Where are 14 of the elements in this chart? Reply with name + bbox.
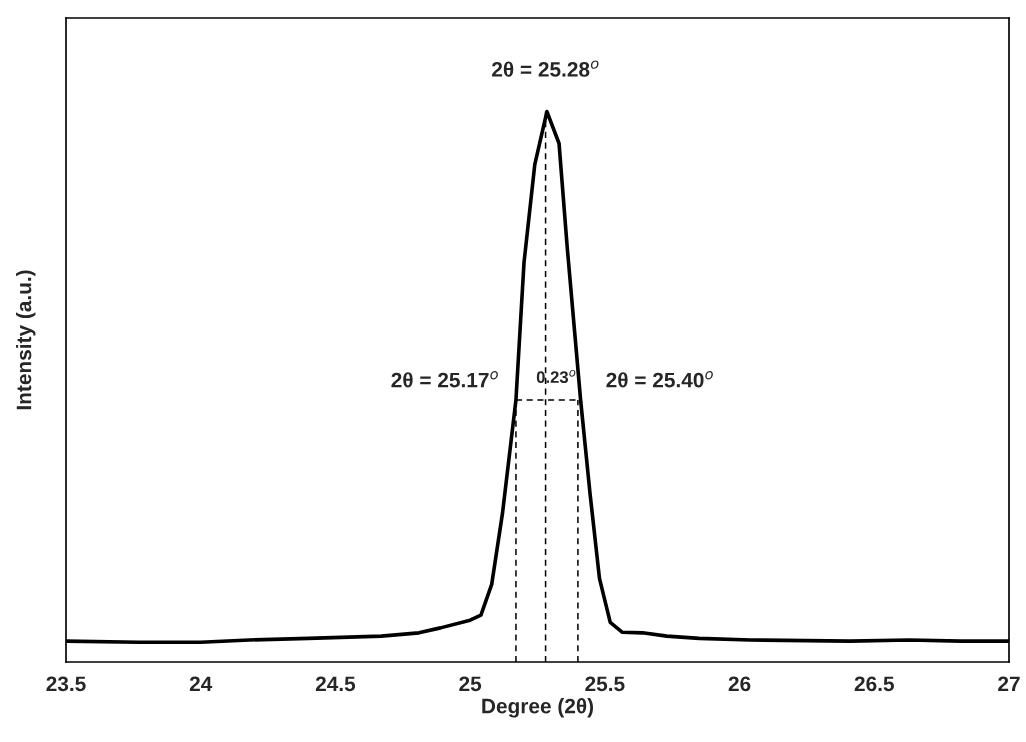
- x-tick-label: 24.5: [315, 676, 356, 692]
- x-axis-title: Degree (2θ): [482, 698, 594, 718]
- annotation: 2θ = 25.40$^{o}$: [606, 371, 713, 388]
- x-tick-label: 25: [459, 676, 482, 692]
- x-tick-label: 26.5: [854, 676, 894, 692]
- x-tick-label: 24: [189, 676, 213, 691]
- x-tick-label: 27: [998, 676, 1020, 691]
- annotation: 0.23$^{o}$: [536, 369, 576, 384]
- x-tick-label: 25.5: [585, 676, 625, 692]
- x-tick-label: 23.5: [46, 676, 86, 692]
- annotation: 2θ = 25.17$^{o}$: [391, 371, 498, 388]
- x-tick-label: 26: [728, 676, 751, 692]
- y-axis-title: Intensity (a.u.): [16, 270, 36, 410]
- annotation: 2θ = 25.28$^{o}$: [492, 60, 599, 77]
